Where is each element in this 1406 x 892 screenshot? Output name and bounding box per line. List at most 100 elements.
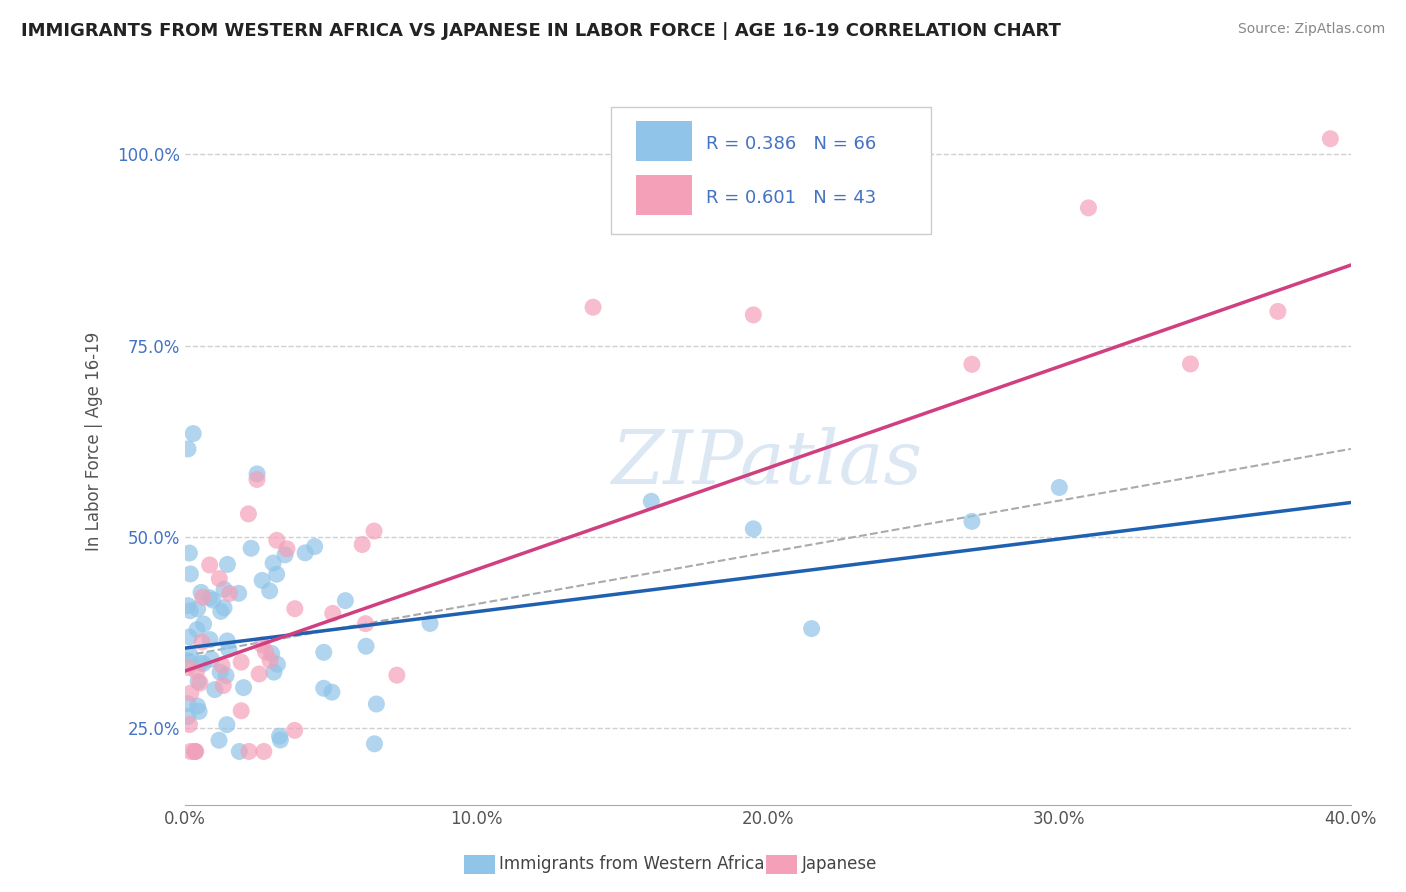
Point <box>366 697 388 711</box>
Point <box>354 639 377 653</box>
Point <box>582 300 605 314</box>
Point <box>191 635 214 649</box>
Point <box>742 522 765 536</box>
Point <box>180 744 202 758</box>
Point <box>263 665 285 679</box>
Point <box>179 717 201 731</box>
Point <box>238 507 260 521</box>
Point <box>211 658 233 673</box>
Point <box>335 593 357 607</box>
Point <box>742 308 765 322</box>
Point <box>177 709 200 723</box>
Point <box>180 686 202 700</box>
Point <box>190 585 212 599</box>
Point <box>177 654 200 668</box>
Point <box>215 717 238 731</box>
Point <box>254 645 277 659</box>
Bar <box>636 176 692 215</box>
Point <box>212 582 235 597</box>
Point <box>294 546 316 560</box>
Point <box>188 676 211 690</box>
Point <box>322 607 344 621</box>
Point <box>231 704 253 718</box>
Text: Immigrants from Western Africa: Immigrants from Western Africa <box>499 855 765 873</box>
Point <box>567 840 589 855</box>
Point <box>640 494 662 508</box>
Point <box>260 647 283 661</box>
Point <box>215 668 238 682</box>
Point <box>217 634 239 648</box>
Point <box>212 600 235 615</box>
Point <box>259 583 281 598</box>
Point <box>266 533 288 548</box>
Point <box>177 697 200 711</box>
Point <box>198 591 221 605</box>
Point <box>177 442 200 456</box>
Point <box>209 665 232 680</box>
Point <box>187 602 209 616</box>
Point <box>363 737 385 751</box>
Point <box>250 638 273 652</box>
Point <box>208 572 231 586</box>
Point <box>269 729 291 743</box>
Point <box>436 836 458 850</box>
Point <box>179 630 201 644</box>
Point <box>187 674 209 689</box>
Point <box>266 567 288 582</box>
Point <box>312 681 335 696</box>
Point <box>284 601 307 615</box>
Point <box>218 586 240 600</box>
Point <box>228 586 250 600</box>
Point <box>419 616 441 631</box>
Point <box>201 593 224 607</box>
Point <box>385 668 408 682</box>
Point <box>246 467 269 481</box>
Point <box>179 566 201 581</box>
Point <box>200 652 222 666</box>
Point <box>1077 201 1099 215</box>
Point <box>188 656 211 670</box>
Point <box>208 733 231 747</box>
Point <box>269 733 291 747</box>
Point <box>212 679 235 693</box>
Point <box>800 622 823 636</box>
Text: Source: ZipAtlas.com: Source: ZipAtlas.com <box>1237 22 1385 37</box>
Point <box>184 744 207 758</box>
Point <box>352 537 374 551</box>
Point <box>209 604 232 618</box>
Point <box>1319 132 1341 146</box>
Point <box>274 548 297 562</box>
Point <box>312 645 335 659</box>
Point <box>181 426 204 441</box>
Point <box>247 667 270 681</box>
Point <box>960 515 983 529</box>
Bar <box>636 121 692 161</box>
Point <box>198 632 221 647</box>
Point <box>960 357 983 371</box>
Point <box>266 657 288 672</box>
Point <box>354 616 377 631</box>
Point <box>232 681 254 695</box>
Point <box>198 558 221 572</box>
Point <box>217 558 239 572</box>
Point <box>228 744 250 758</box>
Point <box>250 574 273 588</box>
Point <box>186 665 208 679</box>
Point <box>179 604 201 618</box>
Point <box>262 556 284 570</box>
Text: R = 0.386   N = 66: R = 0.386 N = 66 <box>706 135 876 153</box>
Point <box>363 524 385 538</box>
Point <box>1047 480 1070 494</box>
Point <box>304 540 326 554</box>
Point <box>1267 304 1289 318</box>
Point <box>186 623 208 637</box>
FancyBboxPatch shape <box>610 106 931 234</box>
Point <box>177 599 200 613</box>
Point <box>184 744 207 758</box>
Point <box>193 617 215 632</box>
Text: ZIPatlas: ZIPatlas <box>613 427 924 500</box>
Point <box>188 705 211 719</box>
Y-axis label: In Labor Force | Age 16-19: In Labor Force | Age 16-19 <box>86 332 103 551</box>
Point <box>238 744 260 758</box>
Text: IMMIGRANTS FROM WESTERN AFRICA VS JAPANESE IN LABOR FORCE | AGE 16-19 CORRELATIO: IMMIGRANTS FROM WESTERN AFRICA VS JAPANE… <box>21 22 1062 40</box>
